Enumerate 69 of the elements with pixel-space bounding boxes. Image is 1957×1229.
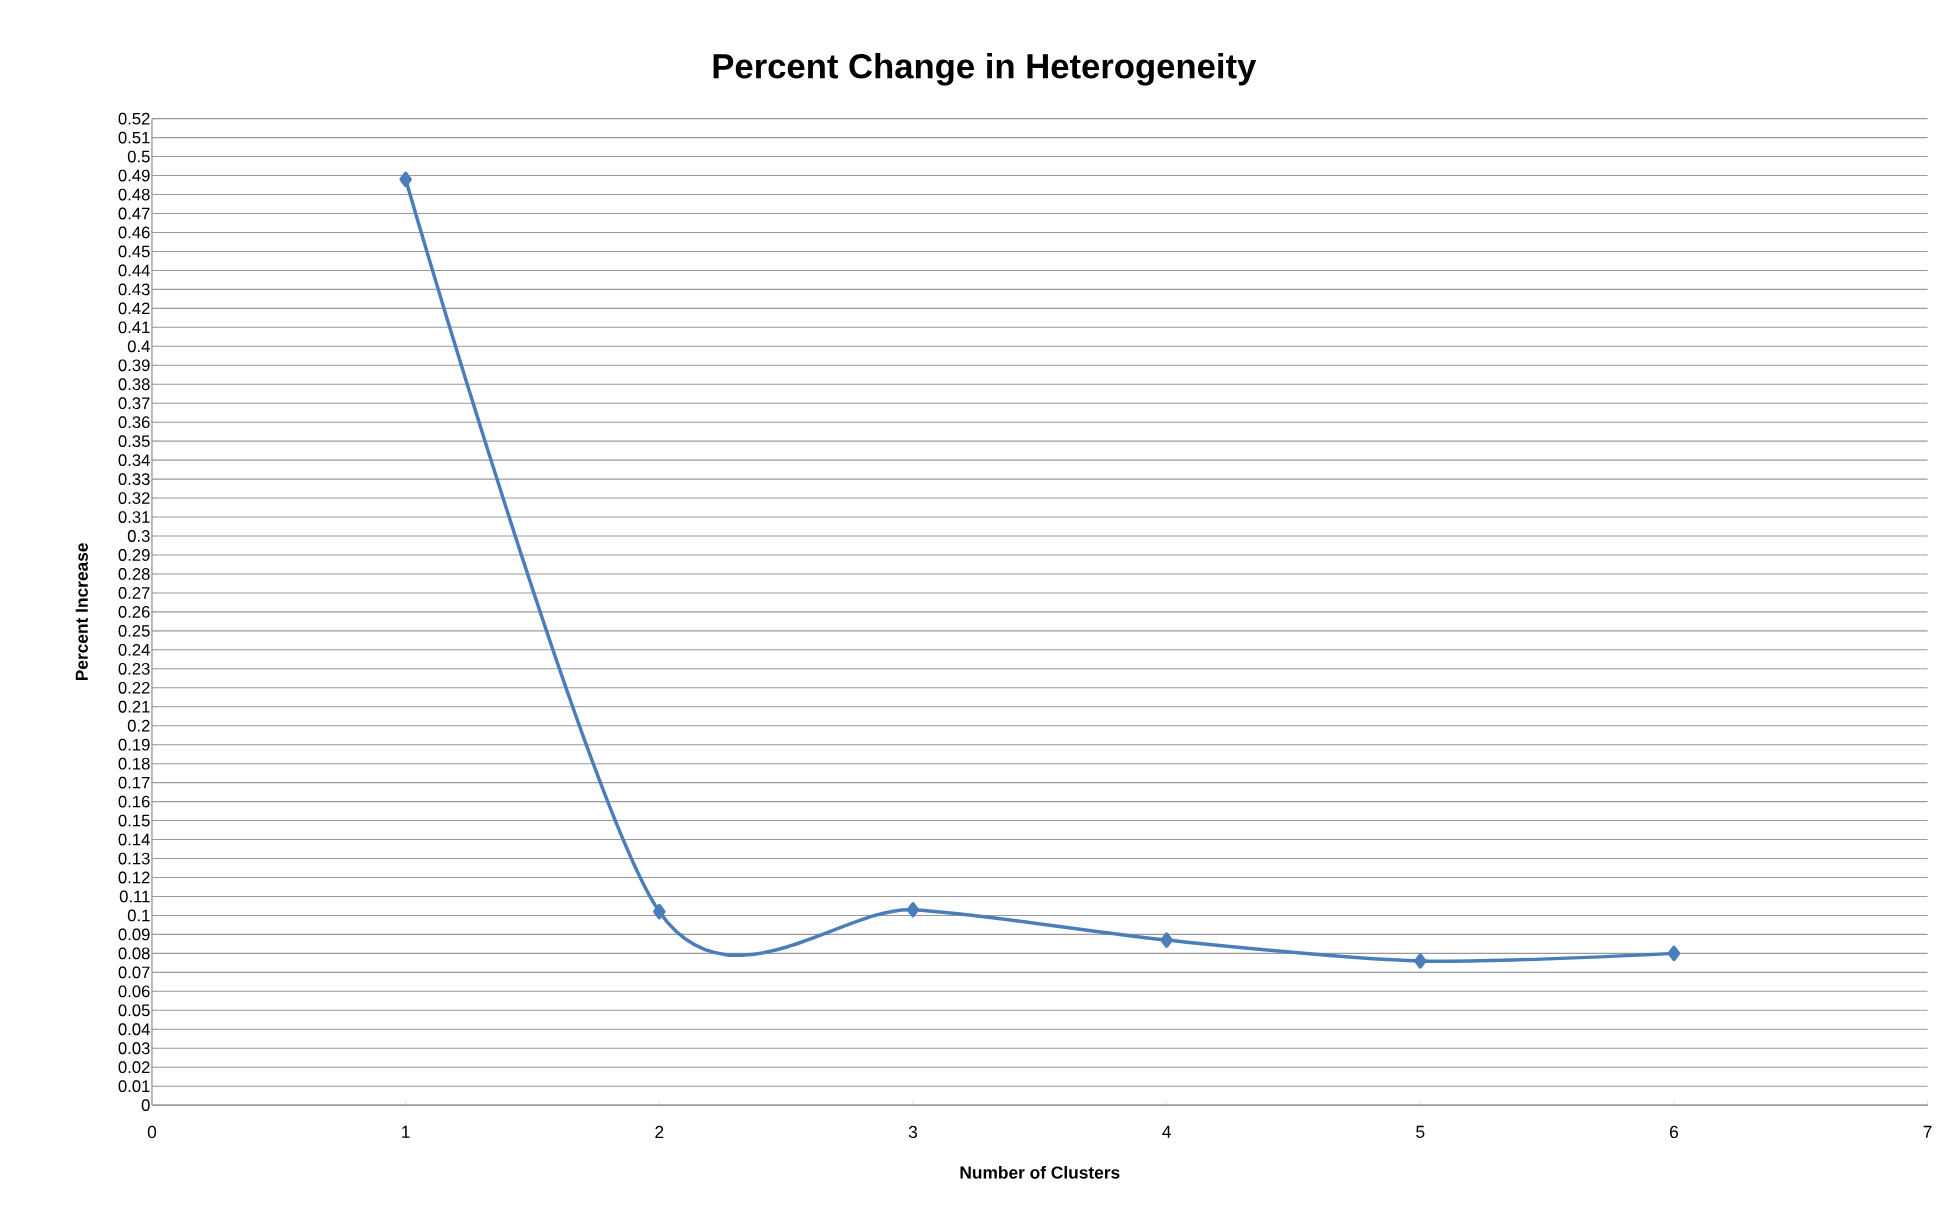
y-tick-label: 0.07 <box>118 966 150 979</box>
x-tick-label: 2 <box>655 1125 664 1138</box>
y-tick-label: 0.01 <box>118 1080 150 1093</box>
y-tick-label: 0.47 <box>118 207 150 220</box>
y-tick-label: 0.36 <box>118 416 150 429</box>
y-tick-label: 0.13 <box>118 852 150 865</box>
x-tick-label: 6 <box>1670 1125 1679 1139</box>
y-tick-label: 0.46 <box>118 226 150 239</box>
y-tick-label: 0.23 <box>118 662 150 675</box>
y-tick-label: 0.05 <box>118 1004 150 1017</box>
y-tick-label: 0 <box>141 1099 150 1111</box>
y-tick-label: 0.2 <box>127 719 150 732</box>
y-tick-label: 0.43 <box>118 283 150 296</box>
point <box>906 901 920 918</box>
y-tick-label: 0.14 <box>118 833 150 846</box>
y-tick-label: 0.06 <box>118 985 150 998</box>
y-tick-label: 0.5 <box>127 150 150 163</box>
y-tick-label: 0.16 <box>118 795 150 808</box>
y-tick-label: 0.22 <box>118 681 150 694</box>
x-tick-label: 4 <box>1162 1125 1171 1138</box>
y-tick-label: 0.32 <box>118 492 150 504</box>
y-tick-label: 0.1 <box>127 909 150 922</box>
y-tick-label: 0.11 <box>119 890 150 903</box>
y-tick-label: 0.38 <box>118 378 150 391</box>
y-tick-label: 0.29 <box>118 549 150 561</box>
y-tick-label: 0.44 <box>118 264 150 277</box>
y-tick-label: 0.31 <box>118 511 150 523</box>
y-tick-label: 0.19 <box>118 738 150 751</box>
y-tick-label: 0.09 <box>118 928 150 941</box>
y-tick-label: 0.41 <box>118 321 150 334</box>
y-tick-label: 0.18 <box>118 757 150 770</box>
y-tick-label: 0.15 <box>118 814 150 827</box>
y-tick-label: 0.39 <box>118 359 150 372</box>
y-tick-label: 0.27 <box>118 586 150 599</box>
y-tick-label: 0.08 <box>118 947 150 960</box>
y-tick-label: 0.37 <box>118 397 150 410</box>
x-axis-title: Number of Clusters <box>960 1165 1120 1179</box>
x-tick-label: 5 <box>1416 1125 1425 1138</box>
y-tick-label: 0.12 <box>118 871 150 884</box>
y-tick-label: 0.34 <box>118 454 150 466</box>
y-tick-label: 0.51 <box>118 131 150 144</box>
point <box>1667 945 1681 962</box>
y-tick-label: 0.04 <box>118 1023 150 1036</box>
x-tick-label: 3 <box>908 1125 918 1139</box>
point <box>399 171 412 188</box>
y-tick-label: 0.17 <box>118 776 150 789</box>
y-axis-title: Percent Increase <box>75 543 88 681</box>
point <box>1160 932 1173 948</box>
point <box>653 903 666 920</box>
y-tick-label: 0.42 <box>118 302 150 315</box>
y-tick-label: 0.28 <box>118 568 150 580</box>
y-tick-label: 0.33 <box>118 473 150 485</box>
y-tick-label: 0.26 <box>118 605 150 618</box>
y-tick-label: 0.3 <box>127 530 150 542</box>
y-tick-label: 0.52 <box>118 112 150 125</box>
y-tick-label: 0.48 <box>118 188 150 201</box>
y-tick-label: 0.45 <box>118 245 150 258</box>
y-tick-label: 0.03 <box>118 1042 150 1055</box>
point <box>1414 953 1427 969</box>
x-tick-label: 7 <box>1923 1125 1932 1138</box>
chart-title: Percent Change in Heterogeneity <box>713 53 1257 86</box>
y-tick-label: 0.24 <box>118 643 150 656</box>
y-tick-label: 0.4 <box>127 340 150 353</box>
y-tick-label: 0.49 <box>118 169 150 182</box>
y-tick-label: 0.21 <box>118 700 150 713</box>
y-tick-label: 0.35 <box>118 435 150 447</box>
y-tick-label: 0.25 <box>118 624 150 637</box>
x-tick-label: 1 <box>402 1125 410 1138</box>
y-tick-label: 0.02 <box>118 1061 150 1074</box>
